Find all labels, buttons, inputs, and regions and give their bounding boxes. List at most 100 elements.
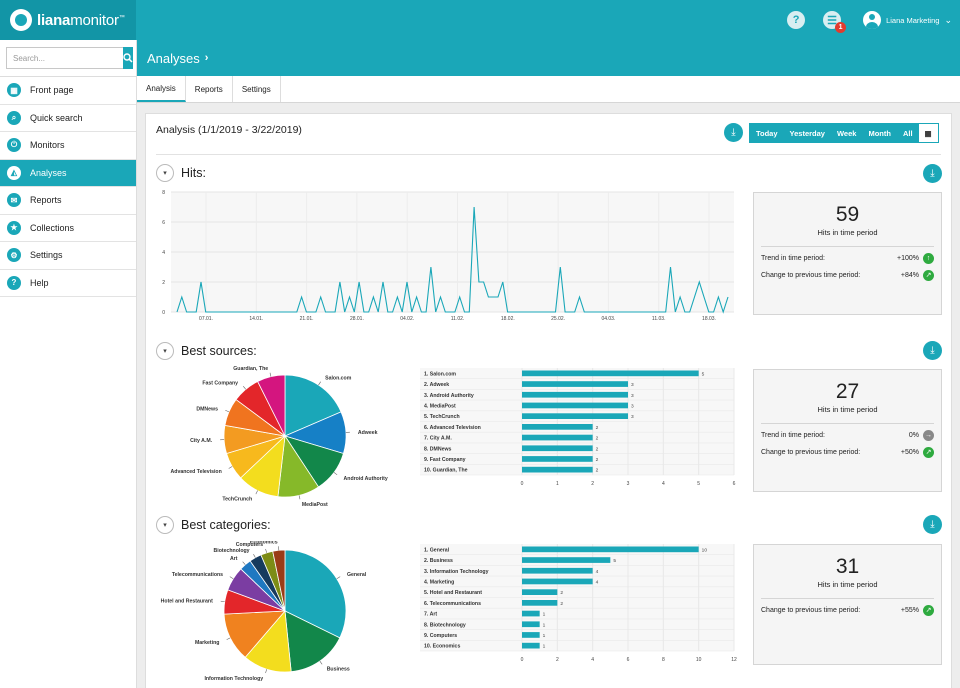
pie-leader-line	[336, 576, 341, 579]
bar	[522, 413, 628, 419]
pie-label: Business	[327, 666, 350, 672]
tab-settings[interactable]: Settings	[233, 76, 281, 102]
x-tick-label: 11.03.	[652, 316, 666, 322]
calendar-icon[interactable]: ▦	[918, 124, 938, 142]
bar-category-label: 9. Computers	[424, 633, 457, 639]
bar	[522, 546, 699, 553]
change-label: Change to previous time period:	[761, 606, 861, 614]
period-yesterday-button[interactable]: Yesterday	[783, 124, 831, 142]
sources-pie-chart: Salon.com Adweek Android Authority MediaPos…	[171, 366, 388, 506]
sidebar-item-reports[interactable]: ✉ Reports	[0, 187, 136, 215]
pie-label: DMNews	[196, 406, 218, 412]
period-week-button[interactable]: Week	[830, 124, 863, 142]
power-icon: ⏻	[7, 138, 21, 153]
bar-category-label: 7. Art	[424, 612, 437, 618]
sidebar-item-analyses[interactable]: ◭ Analyses	[0, 159, 136, 187]
categories-total-label: Hits in time period	[817, 580, 878, 589]
bar-value-label: 1	[543, 633, 546, 639]
pie-leader-line	[318, 381, 321, 386]
sidebar-item-label: Help	[30, 277, 49, 288]
search-button[interactable]	[123, 47, 133, 69]
categories-stats-box: 31 Hits in time period Change to previou…	[753, 544, 942, 665]
y-tick-label: 2	[162, 280, 165, 286]
bar-value-label: 5	[613, 558, 616, 564]
star-icon: ★	[7, 220, 21, 235]
sidebar-nav: ▦ Front page ⌕ Quick search ⏻ Monitors ◭ Analys…	[0, 76, 136, 297]
pie-leader-line	[226, 637, 231, 640]
pie-leader-line	[319, 660, 323, 665]
bar-category-label: 9. Fast Company	[424, 457, 466, 463]
trend-label: Trend in time period:	[761, 254, 825, 262]
trend-label: Trend in time period:	[761, 431, 825, 439]
bar-category-label: 3. Android Authority	[424, 393, 474, 399]
stats-divider	[761, 423, 934, 424]
bar-category-label: 5. TechCrunch	[424, 414, 460, 420]
collapse-toggle-icon[interactable]: ▾	[156, 516, 174, 534]
collapse-toggle-icon[interactable]: ▾	[156, 342, 174, 360]
download-categories-button[interactable]: ⤓	[923, 515, 942, 534]
logo[interactable]: lianamonitor™	[0, 0, 136, 40]
period-month-button[interactable]: Month	[862, 124, 897, 142]
x-tick-label: 25.02.	[551, 316, 565, 322]
user-menu[interactable]: Liana Marketing ⌄	[863, 11, 952, 29]
categories-pie-chart: General Business Information Technology Mar…	[161, 541, 367, 681]
pie-leader-line	[298, 495, 301, 500]
sidebar-item-quick-search[interactable]: ⌕ Quick search	[0, 105, 136, 132]
notifications-icon[interactable]: ☰ 1	[823, 11, 847, 33]
bar	[522, 632, 540, 638]
question-icon: ?	[7, 275, 21, 290]
period-today-button[interactable]: Today	[750, 124, 784, 142]
bar	[522, 402, 628, 409]
sidebar-item-collections[interactable]: ★ Collections	[0, 215, 136, 242]
bar-value-label: 4	[596, 579, 599, 585]
search-input[interactable]	[6, 47, 123, 69]
collapse-toggle-icon[interactable]: ▾	[156, 164, 174, 182]
pie-label: General	[347, 572, 367, 578]
download-hits-button[interactable]: ⤓	[923, 164, 942, 183]
bar-value-label: 3	[631, 403, 634, 409]
bar-value-label: 2	[560, 601, 563, 607]
page-header: Analyses ›	[137, 40, 960, 76]
help-icon[interactable]: ?	[787, 11, 806, 29]
download-sources-button[interactable]: ⤓	[923, 341, 942, 360]
categories-heading: ▾ Best categories:	[156, 516, 271, 534]
change-value: +55%	[900, 606, 919, 614]
analysis-panel: Analysis (1/1/2019 - 3/22/2019) ⤓ Today …	[145, 113, 952, 688]
bar-value-label: 4	[596, 569, 599, 575]
x-tick-label: 14.01.	[249, 316, 263, 322]
bar-category-label: 5. Hotel and Restaurant	[424, 590, 482, 596]
bar	[522, 466, 593, 473]
sidebar-item-label: Front page	[30, 85, 74, 96]
bar-value-label: 5	[702, 371, 705, 377]
pie-leader-line	[255, 490, 258, 495]
stats-divider	[761, 598, 934, 599]
grid-icon: ▦	[7, 83, 21, 98]
sidebar-item-settings[interactable]: ⚙ Settings	[0, 242, 136, 270]
download-analysis-button[interactable]: ⤓	[724, 123, 743, 142]
hits-title: Hits:	[181, 166, 206, 180]
bar-value-label: 10	[702, 547, 708, 553]
tab-analysis[interactable]: Analysis	[137, 76, 186, 102]
pie-slice	[284, 549, 347, 639]
sidebar-item-monitors[interactable]: ⏻ Monitors	[0, 132, 136, 160]
x-tick-label: 18.03.	[702, 316, 716, 322]
x-tick-label: 6	[627, 657, 630, 663]
tab-bar: Analysis Reports Settings	[137, 76, 960, 103]
x-tick-label: 2	[556, 657, 559, 663]
tab-reports[interactable]: Reports	[186, 76, 233, 102]
sidebar-item-front-page[interactable]: ▦ Front page	[0, 77, 136, 105]
bar-value-label: 1	[543, 612, 546, 618]
x-tick-label: 18.02.	[501, 316, 515, 322]
period-all-button[interactable]: All	[896, 124, 919, 142]
sources-stats-box: 27 Hits in time period Trend in time per…	[753, 369, 942, 492]
arrow-up-right-icon: ↗	[923, 269, 934, 281]
x-tick-label: 6	[733, 481, 736, 487]
pie-leader-line	[253, 554, 256, 558]
hits-stats-box: 59 Hits in time period Trend in time per…	[753, 192, 942, 315]
sidebar-item-help[interactable]: ? Help	[0, 270, 136, 297]
chevron-down-icon: ⌄	[944, 14, 952, 25]
logo-text: lianamonitor™	[37, 11, 125, 29]
pie-slice	[284, 374, 342, 437]
categories-bar-chart: 0 2 4 6 8 10 121. General 102. Business 53. Info…	[420, 544, 737, 663]
y-tick-label: 6	[162, 220, 165, 226]
